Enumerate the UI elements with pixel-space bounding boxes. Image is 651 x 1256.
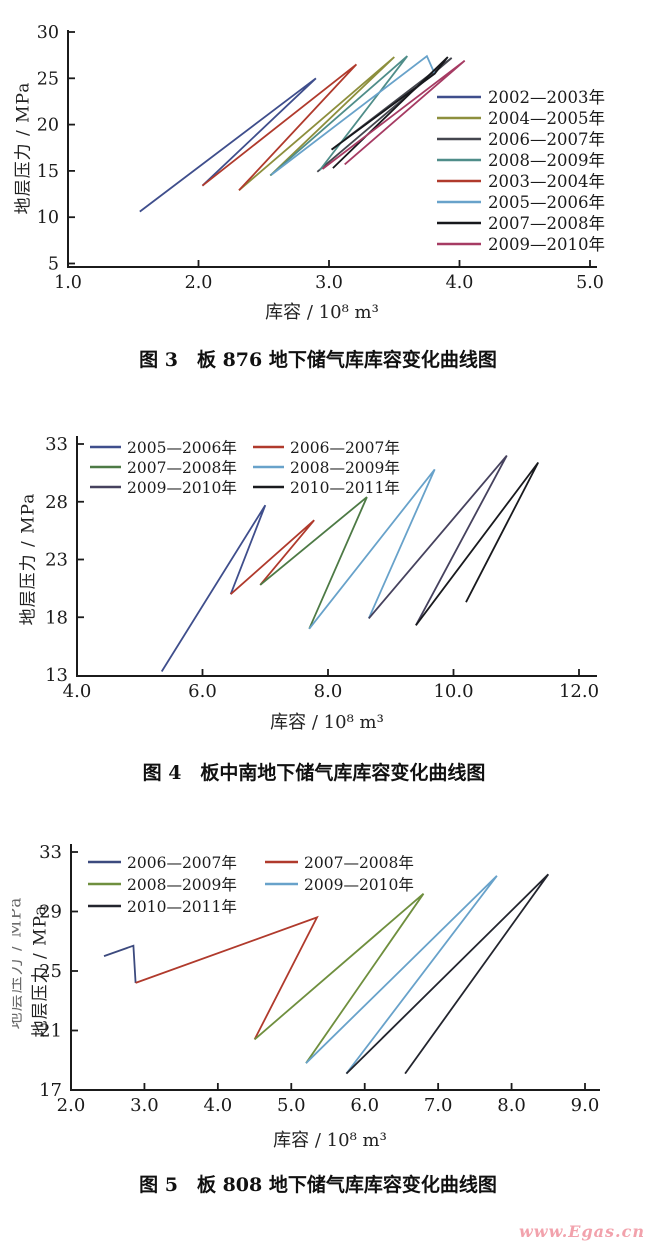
x-axis-label: 库容 / 10⁸ m³ (273, 1130, 387, 1151)
x-axis-label: 库容 / 10⁸ m³ (270, 712, 384, 733)
legend-label: 2005—2006年 (127, 439, 237, 457)
figure-caption: 图 3 板 876 地下储气库库容变化曲线图 (139, 349, 497, 371)
series-line-2007-2008- (331, 56, 449, 169)
axis-frame (67, 30, 597, 268)
series-line-2007-2008- (259, 496, 368, 630)
x-tick-label: 4.0 (204, 1095, 233, 1116)
legend-label: 2007—2008年 (488, 214, 605, 233)
x-tick-label: 5.0 (576, 273, 604, 293)
series-line-2008-2009- (308, 468, 436, 630)
x-tick-label: 6.0 (188, 681, 217, 702)
chart-svg-banzhongnan: 4.0 6.0 8.0 10.0 12.0 13 18 23 28 33 2005—2006年 200… (45, 434, 599, 702)
x-tick-label: 4.0 (446, 273, 474, 293)
series-line-2003-2004- (201, 63, 358, 191)
y-tick-label: 30 (37, 23, 59, 43)
legend-label: 2003—2004年 (488, 172, 605, 191)
legend-label: 2010—2011年 (127, 898, 237, 916)
axis-frame (76, 436, 597, 677)
chart-svg-876: 1.0 2.0 3.0 4.0 5.0 5 10 15 20 25 30 2002—2003年 2004… (37, 23, 605, 293)
y-tick-label: 20 (37, 116, 59, 136)
figure-caption: 图 5 板 808 地下储气库库容变化曲线图 (139, 1174, 497, 1196)
y-tick-label: 28 (45, 492, 68, 513)
legend-label: 2006—2007年 (127, 854, 237, 872)
y-tick-label: 23 (45, 550, 68, 571)
series-line-2006-2007- (230, 519, 315, 595)
x-tick-label: 10.0 (433, 681, 473, 702)
series-line-2007-2008- (135, 915, 319, 1040)
figure-chart-banzhongnan: 4.0 6.0 8.0 10.0 12.0 13 18 23 28 33 2005—2006年 200… (0, 400, 651, 800)
series-line-2004-2005- (238, 56, 395, 191)
x-tick-label: 6.0 (350, 1095, 379, 1116)
figure-chart-876: 1.0 2.0 3.0 4.0 5.0 5 10 15 20 25 30 2002—2003年 2004… (0, 0, 651, 400)
series-line-2010-2011- (415, 461, 539, 626)
axis-frame (70, 844, 600, 1091)
x-tick-label: 5.0 (277, 1095, 306, 1116)
x-tick-label: 8.0 (314, 681, 343, 702)
legend-label: 2005—2006年 (488, 193, 605, 212)
legend-label: 2002—2003年 (488, 88, 605, 107)
legend-label: 2008—2009年 (488, 151, 605, 170)
y-tick-label: 18 (45, 607, 68, 628)
legend-label: 2007—2008年 (127, 459, 237, 477)
legend-label: 2004—2005年 (488, 109, 605, 128)
x-tick-label: 12.0 (559, 681, 599, 702)
x-tick-label: 4.0 (63, 681, 92, 702)
x-axis-label: 库容 / 10⁸ m³ (265, 302, 379, 323)
y-tick-label: 10 (37, 208, 59, 228)
y-tick-label: 15 (37, 162, 59, 182)
series-line-2006-2007- (103, 944, 137, 983)
legend-label: 2010—2011年 (290, 479, 400, 497)
series-line-2002-2003- (139, 77, 317, 213)
y-tick-label: 5 (48, 255, 59, 275)
y-tick-label: 25 (39, 961, 62, 982)
y-tick-label: 29 (39, 902, 62, 923)
legend-label: 2009—2010年 (304, 876, 414, 894)
y-tick-label: 33 (45, 434, 68, 455)
legend-label: 2006—2007年 (488, 130, 605, 149)
legend-label: 2008—2009年 (290, 459, 400, 477)
y-tick-label: 17 (39, 1080, 62, 1101)
series-line-2009-2010- (321, 59, 466, 170)
x-tick-label: 2.0 (57, 1095, 86, 1116)
x-tick-label: 3.0 (315, 273, 343, 293)
legend-label: 2007—2008年 (304, 854, 414, 872)
x-tick-label: 8.0 (497, 1095, 526, 1116)
series-line-2009-2010- (368, 455, 508, 626)
series-line-2010-2011- (345, 873, 550, 1075)
y-axis-label: 地层压力 / MPa (30, 904, 51, 1038)
legend-label: 2009—2010年 (127, 479, 237, 497)
y-tick-label: 25 (37, 69, 59, 89)
y-axis-label: 地层压力 / MPa (13, 81, 34, 215)
figure-caption: 图 4 板中南地下储气库库容变化曲线图 (142, 762, 486, 784)
y-tick-label: 21 (39, 1021, 62, 1042)
y-tick-label: 33 (39, 842, 62, 863)
x-tick-label: 9.0 (571, 1095, 600, 1116)
chart-svg-808: 2.0 3.0 4.0 5.0 6.0 7.0 8.0 9.0 17 21 25 29 33 2006—2… (39, 842, 600, 1116)
legend-label: 2008—2009年 (127, 876, 237, 894)
series-line-2005-2006- (160, 504, 267, 672)
series-line-2008-2009- (269, 55, 409, 177)
y-tick-label: 13 (45, 665, 68, 686)
series-line-2009-2010- (305, 875, 498, 1075)
x-tick-label: 2.0 (185, 273, 213, 293)
site-watermark: www.Egas.cn (519, 1222, 645, 1241)
y-axis-label: 地层压力 / MPa (18, 492, 39, 626)
x-tick-label: 1.0 (54, 273, 82, 293)
legend-label: 2009—2010年 (488, 235, 605, 254)
legend-label: 2006—2007年 (290, 439, 400, 457)
x-tick-label: 7.0 (424, 1095, 453, 1116)
series-line-2005-2006- (271, 54, 436, 176)
x-tick-label: 3.0 (130, 1095, 159, 1116)
series-line-2008-2009- (254, 893, 425, 1064)
figure-chart-808: 2.0 3.0 4.0 5.0 6.0 7.0 8.0 9.0 17 21 25 29 33 2006—2… (0, 800, 651, 1256)
